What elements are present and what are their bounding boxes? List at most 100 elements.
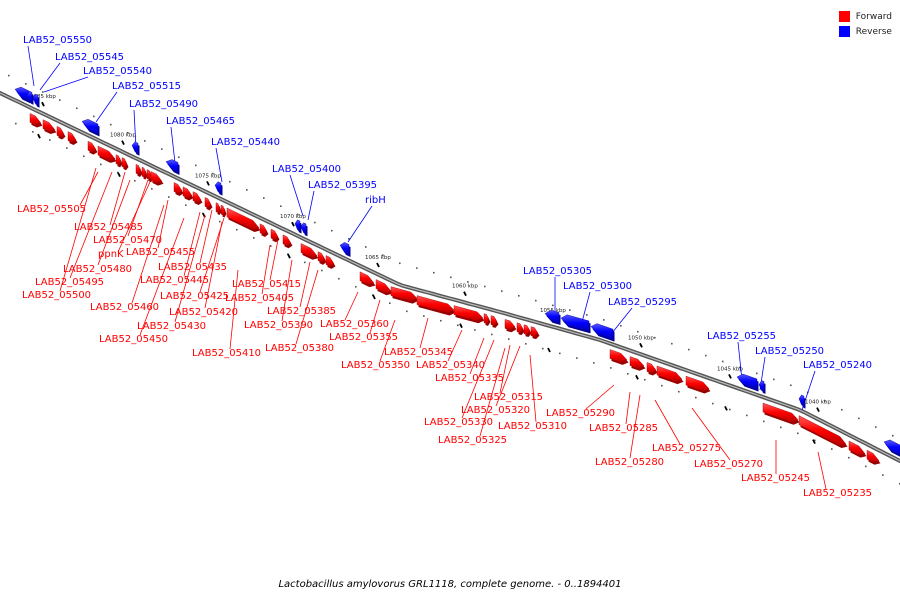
gene-body xyxy=(226,207,260,230)
scale-dot xyxy=(399,262,401,265)
axis-tick-mark xyxy=(206,180,210,186)
gene-body xyxy=(214,181,222,194)
gene-body xyxy=(300,243,318,258)
gene-body xyxy=(375,279,392,294)
gene-label: LAB52_05360 xyxy=(320,319,389,330)
gene-body xyxy=(359,271,375,285)
gene-label: LAB52_05495 xyxy=(35,277,104,288)
forward-gene-arrow xyxy=(282,234,293,249)
gene-label: LAB52_05440 xyxy=(211,137,280,148)
scale-dot xyxy=(423,315,425,317)
gene-label: LAB52_05425 xyxy=(160,291,229,302)
forward-gene-arrow xyxy=(67,131,78,146)
gene-body xyxy=(282,234,292,246)
axis-tick-mark xyxy=(287,253,291,259)
reverse-gene-arrow xyxy=(32,93,40,108)
leader-line xyxy=(139,217,185,336)
gene-label-leaders xyxy=(27,45,827,490)
gene-label: LAB52_05305 xyxy=(523,266,592,277)
axis-tick-mark xyxy=(372,294,376,300)
forward-gene-arrow xyxy=(141,166,148,180)
gene-label: LAB52_05240 xyxy=(803,360,872,371)
scale-dot xyxy=(831,448,833,450)
leader-line xyxy=(79,171,99,206)
reverse-gene-arrow xyxy=(560,314,591,334)
scale-dot xyxy=(372,294,374,296)
gene-body xyxy=(317,251,326,263)
leader-line xyxy=(281,259,293,322)
gene-label: LAB52_05270 xyxy=(694,459,763,470)
leader-line xyxy=(69,171,113,279)
forward-gene-arrow xyxy=(416,295,456,316)
gene-label: LAB52_05245 xyxy=(741,473,810,484)
leader-line xyxy=(499,344,511,394)
axis-tick-label: 1070 kbp xyxy=(280,214,306,220)
axis-tick-label: 1080 kbp xyxy=(110,133,136,139)
scale-dot xyxy=(644,378,646,381)
forward-gene-arrow xyxy=(656,365,684,385)
gene-body xyxy=(121,157,128,169)
gene-label: LAB52_05460 xyxy=(90,302,159,313)
scale-dot xyxy=(168,196,170,198)
scale-dot xyxy=(32,131,34,133)
leader-line xyxy=(269,239,279,281)
gene-label: LAB52_05340 xyxy=(416,360,485,371)
leader-line xyxy=(59,167,97,292)
reverse-gene-arrow xyxy=(294,219,302,234)
leader-line xyxy=(43,76,89,93)
figure-caption: Lactobacillus amylovorus GRL1118, comple… xyxy=(0,579,900,590)
reverse-gene-arrow xyxy=(300,222,308,237)
gene-label: LAB52_05315 xyxy=(474,392,543,403)
scale-dot xyxy=(814,439,816,442)
gene-body xyxy=(300,222,307,235)
leader-line xyxy=(27,45,35,87)
leader-line xyxy=(299,261,311,308)
scale-dot xyxy=(841,408,843,411)
gene-label: LAB52_05480 xyxy=(63,264,132,275)
leader-line xyxy=(170,126,176,164)
scale-dot xyxy=(610,367,612,369)
axis-tick-mark xyxy=(724,405,728,411)
forward-gene-arrow xyxy=(259,223,269,237)
gene-label: LAB52_05350 xyxy=(341,360,410,371)
gene-body xyxy=(798,415,847,446)
leader-line xyxy=(261,244,271,295)
leader-line xyxy=(625,391,631,425)
reverse-gene-arrow xyxy=(26,90,34,105)
forward-gene-arrow xyxy=(359,271,376,288)
reverse-gene-arrow xyxy=(81,119,100,137)
axis-tick-label: 1075 kbp xyxy=(195,173,221,179)
gene-body xyxy=(762,402,799,423)
forward-gene-arrow xyxy=(270,228,280,243)
gene-labels: LAB52_05550 LAB52_05545 LAB52_05540 LAB52_0… xyxy=(17,35,872,499)
gene-label: LAB52_05485 xyxy=(74,222,143,233)
reverse-gene-arrow xyxy=(14,86,31,104)
scale-dots xyxy=(8,74,900,485)
scale-dot xyxy=(695,396,697,399)
leader-line xyxy=(109,171,126,226)
leader-line xyxy=(97,179,131,266)
gene-label: LAB52_05470 xyxy=(93,235,162,246)
forward-gene-arrow xyxy=(97,145,117,163)
scale-dot xyxy=(678,390,680,393)
leader-line xyxy=(295,269,319,345)
forward-gene-arrow xyxy=(798,415,848,449)
scale-dot xyxy=(705,354,707,357)
scale-dot xyxy=(406,310,408,313)
forward-gene-arrow xyxy=(762,402,800,425)
scale-dot xyxy=(620,325,622,327)
legend-item-forward: Forward xyxy=(838,9,892,24)
gene-body xyxy=(29,113,42,126)
scale-dot xyxy=(151,188,153,190)
scale-dot xyxy=(365,246,367,248)
forward-gene-arrow xyxy=(523,324,532,338)
leader-line xyxy=(117,181,151,253)
gene-body xyxy=(81,119,99,135)
gene-body xyxy=(523,324,531,335)
scale-dot xyxy=(450,276,452,279)
gene-label: LAB52_05320 xyxy=(461,405,530,416)
gene-body xyxy=(135,163,142,175)
scale-dot xyxy=(848,456,850,459)
gene-body xyxy=(42,119,56,132)
gene-body xyxy=(26,90,33,103)
